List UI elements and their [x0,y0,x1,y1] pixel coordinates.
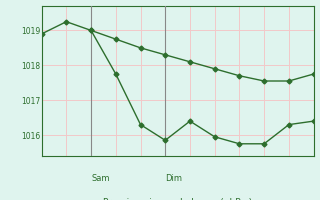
Text: Dim: Dim [165,174,182,183]
Text: Pression niveau de la mer(  hPa ): Pression niveau de la mer( hPa ) [103,198,252,200]
Text: Sam: Sam [91,174,109,183]
